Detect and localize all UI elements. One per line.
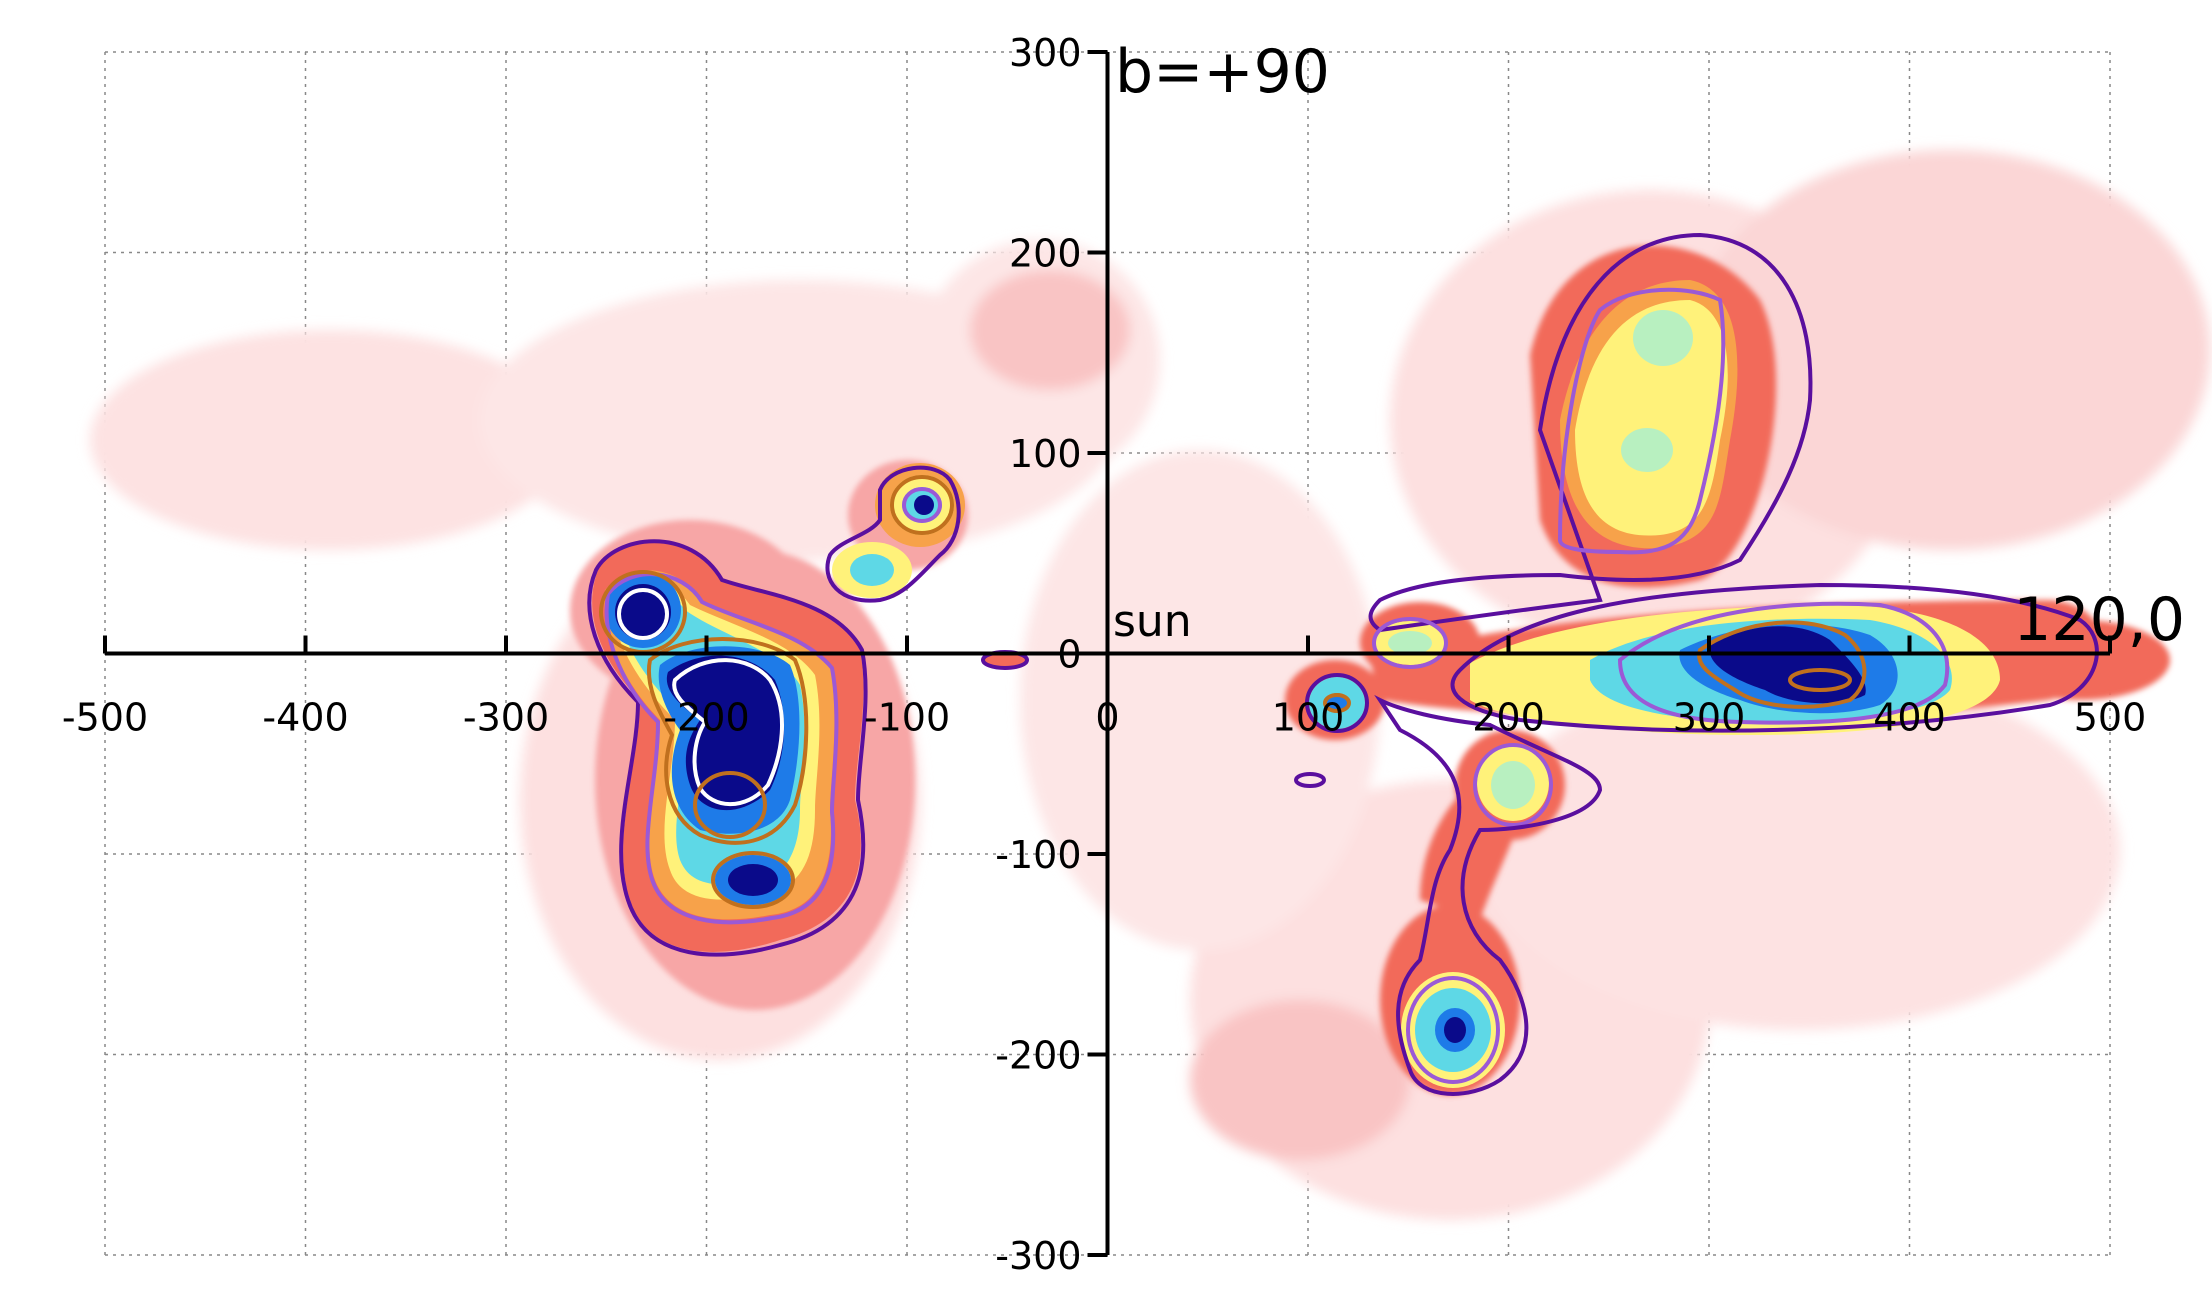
y-tick-label-1: 200 xyxy=(1009,232,1082,276)
blob-200-green xyxy=(1491,761,1535,809)
blob-150-green xyxy=(1388,631,1432,655)
lobe-upper-green-1 xyxy=(1633,310,1693,366)
contour-small-dash xyxy=(1294,772,1326,788)
x-tick-label-10: 500 xyxy=(2074,696,2147,740)
contour-band-outer xyxy=(1450,582,2099,733)
x-tick-label-9: 400 xyxy=(1873,696,1946,740)
x-tick-label-2: -300 xyxy=(463,696,549,740)
contour-left-mid xyxy=(604,572,839,925)
blob-neg55 xyxy=(983,652,1027,668)
lobe-upper-green-2 xyxy=(1621,428,1673,472)
contour-blob-110-inner xyxy=(1323,693,1351,713)
contour-left-lower-orange xyxy=(711,851,795,909)
y-tick-label-0: 300 xyxy=(1009,31,1082,75)
contour-blob-110 xyxy=(1305,673,1369,733)
contour-band-orange xyxy=(1697,620,1867,709)
x-tick-labels: -500 -400 -300 -200 -100 0 100 200 300 400 500 xyxy=(62,696,2146,740)
annotation-b90: b=+90 xyxy=(1115,37,1330,107)
contour-blob-150 xyxy=(1372,617,1448,669)
contour-left-top-white xyxy=(617,588,669,640)
cluster-small-core xyxy=(914,495,934,515)
y-tick-label-2: 100 xyxy=(1009,432,1082,476)
contour-left-white xyxy=(672,658,784,807)
cluster-left-lower-core xyxy=(728,864,778,896)
blob-lower-core xyxy=(1444,1017,1466,1043)
axes xyxy=(103,50,2112,1257)
x-tick-label-5: 0 xyxy=(1095,696,1119,740)
contour-lower-outer xyxy=(1374,694,1603,1096)
contour-left-outer xyxy=(587,539,868,957)
band-core xyxy=(1709,626,1866,704)
lobe-upper-yellow xyxy=(1575,300,1728,536)
y-tick-label-5: -200 xyxy=(995,1034,1081,1078)
annotation-120-0: 120,0 xyxy=(2013,585,2185,655)
contour-band-mid xyxy=(1617,601,1950,725)
contour-lines xyxy=(587,232,2099,1096)
annotation-sun: sun xyxy=(1113,596,1192,647)
contour-small-purple xyxy=(902,487,942,523)
y-tick-label-3: 0 xyxy=(1057,633,1081,677)
contour-blob-200 xyxy=(1473,743,1553,827)
x-tick-label-4: -100 xyxy=(864,696,950,740)
contour-right-upper-mid xyxy=(1557,287,1726,555)
x-tick-label-6: 100 xyxy=(1272,696,1345,740)
x-tick-label-1: -400 xyxy=(262,696,348,740)
x-tick-label-3: -200 xyxy=(663,696,749,740)
density-heatmap xyxy=(90,150,2210,1220)
x-tick-label-8: 300 xyxy=(1673,696,1746,740)
y-tick-labels: 300 200 100 0 -100 -200 -300 xyxy=(995,31,1081,1278)
cluster-small2-cyan xyxy=(850,554,894,586)
contour-left-mid-orange xyxy=(693,771,767,839)
contour-lower-mid xyxy=(1406,976,1500,1084)
y-tick-label-6: -300 xyxy=(995,1234,1081,1278)
contour-left-orange xyxy=(647,637,809,845)
y-tick-label-4: -100 xyxy=(995,833,1081,877)
contour-band-orange-2 xyxy=(1788,668,1852,692)
contour-small-orange xyxy=(890,475,954,535)
x-tick-label-0: -500 xyxy=(62,696,148,740)
cluster-left-top-core xyxy=(615,584,671,640)
x-tick-label-7: 200 xyxy=(1472,696,1545,740)
contour-small-outer xyxy=(825,465,961,603)
